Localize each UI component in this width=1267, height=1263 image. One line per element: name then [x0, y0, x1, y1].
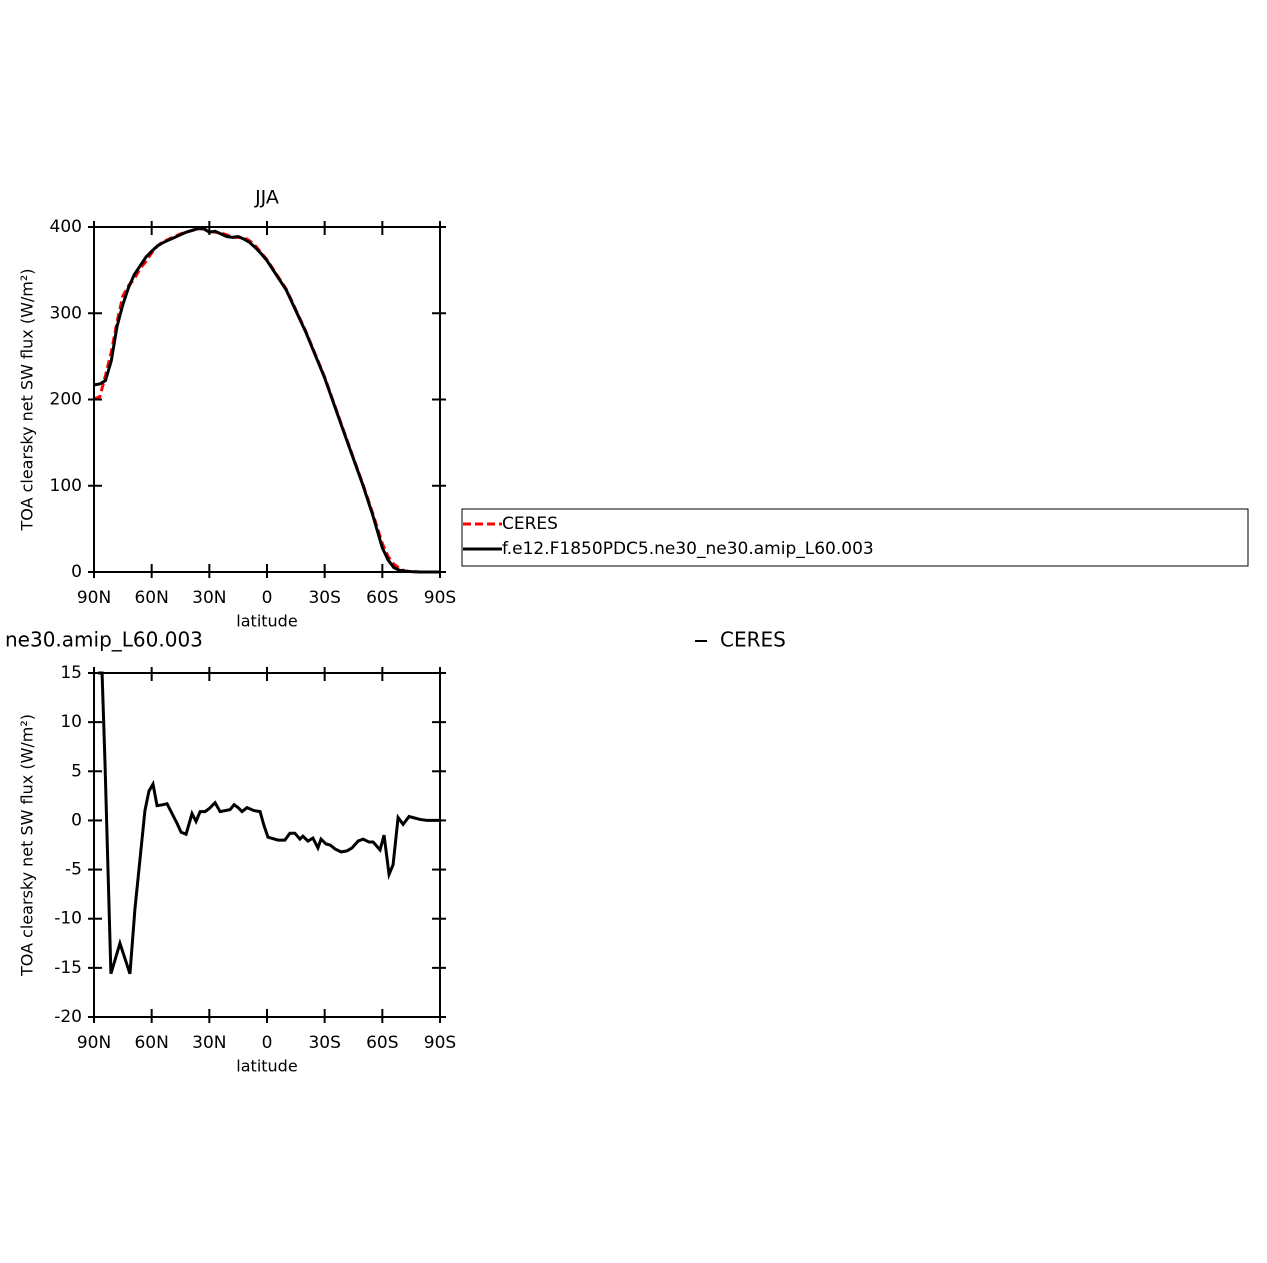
y-tick-label: -20: [54, 1007, 82, 1027]
y-tick-label: 15: [60, 663, 82, 683]
right-title: CERES: [720, 628, 786, 652]
data-line: [93, 227, 440, 574]
x-axis-label: latitude: [236, 1057, 297, 1076]
y-tick-label: 10: [60, 712, 82, 732]
y-tick-label: 0: [71, 810, 82, 830]
x-tick-label: 30S: [308, 1033, 340, 1053]
x-tick-label: 60S: [366, 588, 398, 608]
x-tick-label: 90N: [77, 1033, 111, 1053]
legend-label: f.e12.F1850PDC5.ne30_ne30.amip_L60.003: [502, 539, 874, 559]
data-line: [93, 227, 440, 574]
y-tick-label: 0: [71, 562, 82, 582]
x-tick-label: 60S: [366, 1033, 398, 1053]
y-axis-label: TOA clearsky net SW flux (W/m²): [18, 714, 37, 977]
x-tick-label: 30S: [308, 588, 340, 608]
plot-frame: [93, 226, 441, 573]
y-axis-label: TOA clearsky net SW flux (W/m²): [18, 268, 37, 531]
y-tick-label: 400: [50, 217, 82, 237]
x-tick-label: 60N: [134, 1033, 168, 1053]
legend-label: CERES: [502, 514, 558, 534]
y-tick-label: 5: [71, 761, 82, 781]
plot-frame: [93, 672, 441, 1018]
chart-title: ne30.amip_L60.003: [5, 628, 203, 652]
x-tick-label: 90N: [77, 588, 111, 608]
y-tick-label: -15: [54, 958, 82, 978]
x-tick-label: 30N: [192, 588, 226, 608]
x-axis-label: latitude: [236, 612, 297, 631]
legend-box: [461, 508, 1249, 567]
x-tick-label: 0: [262, 588, 273, 608]
y-tick-label: 300: [50, 303, 82, 323]
y-tick-label: 100: [50, 476, 82, 496]
chart-title: JJA: [254, 187, 279, 209]
y-tick-label: -10: [54, 909, 82, 929]
x-tick-label: 60N: [134, 588, 168, 608]
x-tick-label: 90S: [424, 588, 456, 608]
x-tick-label: 30N: [192, 1033, 226, 1053]
y-tick-label: -5: [65, 860, 82, 880]
x-tick-label: 0: [262, 1033, 273, 1053]
x-tick-label: 90S: [424, 1033, 456, 1053]
y-tick-label: 200: [50, 390, 82, 410]
data-line: [98, 671, 440, 975]
